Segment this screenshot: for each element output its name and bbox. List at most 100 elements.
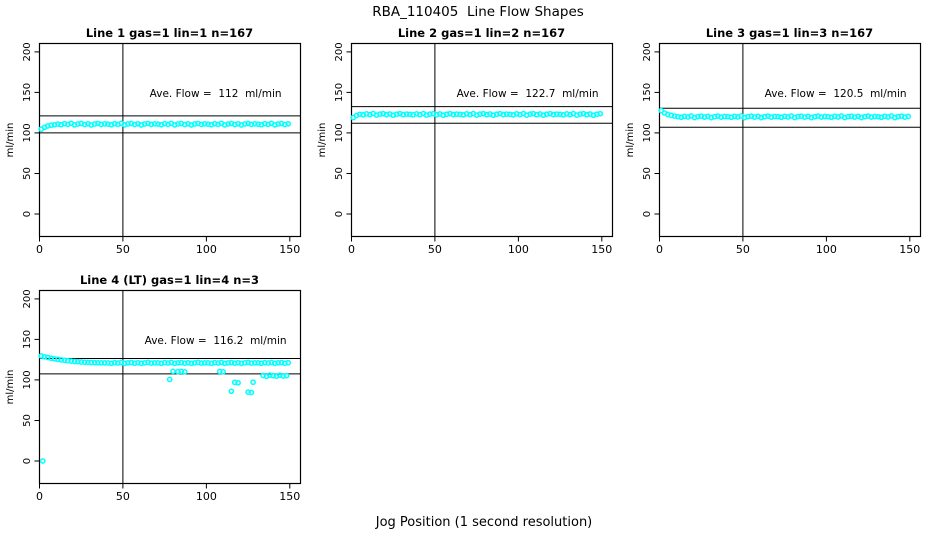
data-point [861, 113, 868, 120]
data-point [39, 458, 46, 464]
data-point [87, 359, 94, 366]
panel-plot-line-4: 0 50 100 150 0 50 100 150 200 ml/min [5, 289, 301, 503]
data-point [54, 121, 61, 127]
data-point [393, 111, 399, 118]
data-point [211, 359, 218, 366]
data-point [744, 113, 751, 120]
data-point [97, 359, 104, 366]
data-point [667, 112, 674, 119]
data-point [74, 358, 81, 365]
data-point [241, 121, 248, 127]
data-point [556, 111, 563, 118]
data-point [674, 113, 681, 120]
data-point [871, 113, 878, 120]
y-axis-label: ml/min [317, 123, 328, 158]
data-point [137, 360, 144, 367]
data-points [37, 353, 291, 464]
data-point [91, 121, 97, 127]
data-point [283, 372, 289, 379]
data-point [721, 113, 727, 120]
data-point [164, 360, 171, 366]
data-point [47, 355, 54, 362]
data-point [261, 359, 268, 366]
x-tick-label: 50 [427, 243, 441, 256]
data-point [151, 121, 157, 127]
plot-border [658, 42, 921, 238]
data-point [224, 359, 231, 366]
data-point [181, 121, 188, 128]
data-point [248, 360, 254, 366]
data-point [127, 359, 134, 366]
data-point [284, 359, 291, 366]
data-point [101, 121, 107, 127]
data-point [241, 360, 248, 366]
ave-flow-label-line-3: Ave. Flow = 120.5 ml/min [764, 88, 907, 101]
panel-title-line-2: Line 2 gas=1 lin=2 n=167 [397, 26, 566, 40]
data-point [406, 111, 413, 118]
data-point [111, 120, 117, 127]
y-tick-label: 50 [334, 167, 345, 180]
data-point [774, 113, 781, 120]
data-point [231, 379, 238, 386]
plot-border [38, 42, 301, 238]
data-point [284, 120, 291, 127]
data-point [503, 111, 510, 117]
data-point [64, 357, 71, 364]
plot-border [38, 289, 301, 485]
x-tick-label: 50 [115, 490, 129, 503]
data-point [224, 121, 231, 127]
data-point [94, 359, 101, 366]
y-tick-label: 50 [642, 167, 653, 180]
data-point [771, 113, 777, 120]
data-point [271, 360, 278, 367]
data-point [91, 359, 97, 366]
data-point [174, 359, 181, 366]
data-point [781, 113, 788, 120]
data-points [657, 107, 911, 121]
data-point [376, 111, 383, 117]
data-point [254, 121, 261, 127]
y-tick-label: 50 [22, 414, 33, 427]
data-points [37, 120, 291, 133]
data-point [57, 357, 64, 363]
data-point [216, 368, 223, 375]
ave-flow-label-line-4: Ave. Flow = 116.2 ml/min [144, 335, 287, 348]
y-tick-label: 0 [334, 211, 345, 217]
data-point [818, 114, 824, 120]
x-tick-label: 100 [507, 243, 528, 256]
data-point [169, 368, 176, 375]
data-point [134, 359, 141, 366]
y-axis-label: ml/min [5, 123, 16, 158]
data-point [274, 359, 281, 366]
data-point [54, 356, 61, 363]
y-tick-label: 100 [334, 123, 345, 142]
data-point [500, 111, 506, 118]
data-point [166, 376, 173, 383]
data-point [147, 360, 154, 366]
data-point [41, 353, 47, 360]
figure-title: RBA_110405 Line Flow Shapes [372, 4, 584, 20]
data-point [794, 113, 801, 120]
y-tick-label: 200 [22, 42, 33, 61]
data-point [563, 111, 570, 117]
data-point [874, 113, 881, 120]
data-points [349, 110, 603, 121]
data-point [894, 113, 901, 120]
data-point [426, 111, 433, 117]
data-point [811, 113, 818, 120]
data-point [144, 359, 151, 366]
data-point [208, 360, 214, 367]
x-tick-label: 150 [279, 243, 300, 256]
data-point [251, 359, 258, 366]
data-point [266, 372, 273, 378]
y-tick-label: 0 [642, 211, 653, 217]
y-tick-label: 150 [22, 330, 33, 349]
data-point [279, 373, 286, 379]
data-point [453, 111, 459, 117]
data-point [47, 122, 54, 129]
data-point [251, 121, 258, 127]
data-point [171, 360, 178, 367]
data-point [254, 360, 261, 366]
x-axis-label: Jog Position (1 second resolution) [375, 515, 593, 530]
